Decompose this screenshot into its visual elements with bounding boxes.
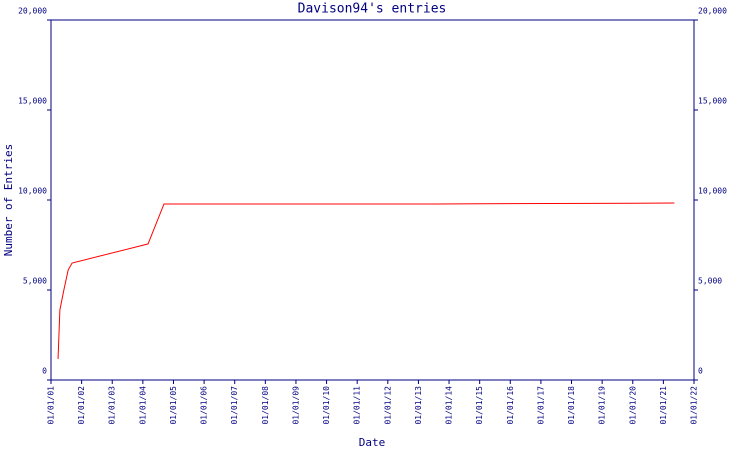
x-tick-label: 01/01/07 bbox=[230, 386, 239, 425]
x-tick-label: 01/01/14 bbox=[445, 386, 454, 425]
x-tick-label: 01/01/05 bbox=[169, 386, 178, 425]
y-tick-label: 20,000 bbox=[18, 7, 47, 16]
y2-tick-label: 5,000 bbox=[698, 277, 722, 286]
x-tick-label: 01/01/09 bbox=[291, 386, 300, 425]
x-tick-label: 01/01/16 bbox=[506, 386, 515, 425]
y2-tick-label: 20,000 bbox=[698, 7, 727, 16]
x-tick-label: 01/01/04 bbox=[138, 386, 147, 425]
x-tick-label: 01/01/06 bbox=[200, 386, 209, 425]
y-tick-label: 5,000 bbox=[23, 277, 47, 286]
x-tick-label: 01/01/01 bbox=[47, 386, 56, 425]
x-tick-label: 01/01/11 bbox=[353, 386, 362, 425]
y2-tick-label: 15,000 bbox=[698, 97, 727, 106]
x-tick-label: 01/01/22 bbox=[690, 386, 699, 425]
x-tick-label: 01/01/02 bbox=[77, 386, 86, 425]
y-tick-label: 0 bbox=[42, 367, 47, 376]
x-tick-label: 01/01/19 bbox=[598, 386, 607, 425]
x-tick-label: 01/01/12 bbox=[383, 386, 392, 425]
chart-title: Davison94's entries bbox=[298, 2, 447, 17]
y-axis-label: Number of Entries bbox=[2, 144, 15, 257]
x-tick-label: 01/01/21 bbox=[659, 386, 668, 425]
y-tick-label: 15,000 bbox=[18, 97, 47, 106]
x-tick-label: 01/01/13 bbox=[414, 386, 423, 425]
x-tick-label: 01/01/10 bbox=[322, 386, 331, 425]
x-tick-label: 01/01/08 bbox=[261, 386, 270, 425]
x-tick-label: 01/01/20 bbox=[628, 386, 637, 425]
x-tick-label: 01/01/18 bbox=[567, 386, 576, 425]
x-tick-label: 01/01/03 bbox=[108, 386, 117, 425]
plot-frame bbox=[50, 19, 695, 381]
x-tick-label: 01/01/17 bbox=[536, 386, 545, 425]
y2-tick-label: 10,000 bbox=[698, 187, 727, 196]
x-axis-label: Date bbox=[359, 436, 386, 449]
y-tick-label: 10,000 bbox=[18, 187, 47, 196]
x-tick-label: 01/01/15 bbox=[475, 386, 484, 425]
y2-tick-label: 0 bbox=[698, 367, 703, 376]
data-line bbox=[57, 202, 675, 359]
